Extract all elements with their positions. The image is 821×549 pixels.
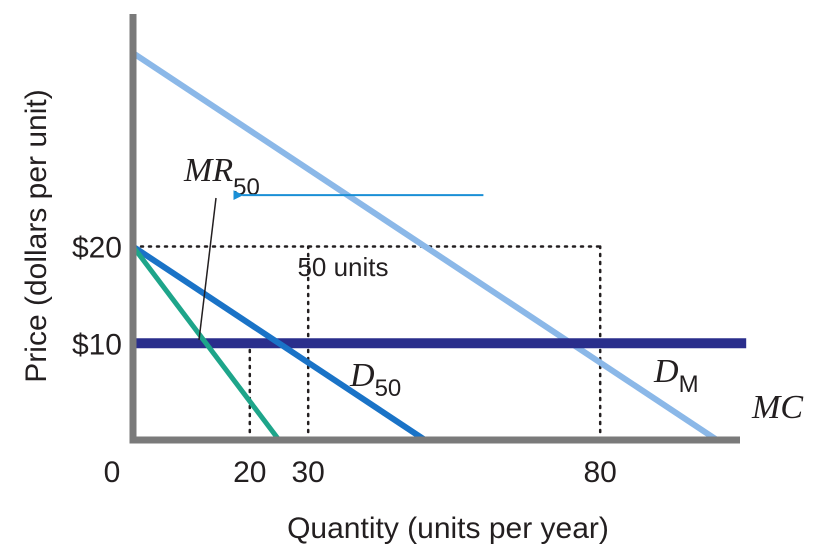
x-tick-label: 20 xyxy=(233,456,266,489)
dm-curve-label: DM xyxy=(653,353,699,398)
y-tick-label: $20 xyxy=(72,232,122,265)
curves xyxy=(131,50,747,443)
y-axis-title: Price (dollars per unit) xyxy=(20,89,53,382)
curve-d-m xyxy=(131,50,719,443)
x-axis-title: Quantity (units per year) xyxy=(287,512,609,545)
x-tick-labels: 0 20 30 80 xyxy=(104,456,617,489)
curve-mr-50 xyxy=(131,244,281,442)
x-tick-label: 30 xyxy=(292,456,325,489)
shift-annotation-label: 50 units xyxy=(297,252,388,282)
y-tick-label: $10 xyxy=(72,328,122,361)
mr50-curve-label: MR50 xyxy=(183,152,260,201)
mr50-leader-line xyxy=(198,197,217,341)
d50-curve-label: D50 xyxy=(349,357,401,402)
y-tick-labels: $10 $20 xyxy=(72,232,122,362)
curve-d-50 xyxy=(131,243,427,443)
x-tick-label: 80 xyxy=(584,456,617,489)
mc-curve-label: MC xyxy=(751,389,803,426)
x-tick-label: 0 xyxy=(104,456,121,489)
